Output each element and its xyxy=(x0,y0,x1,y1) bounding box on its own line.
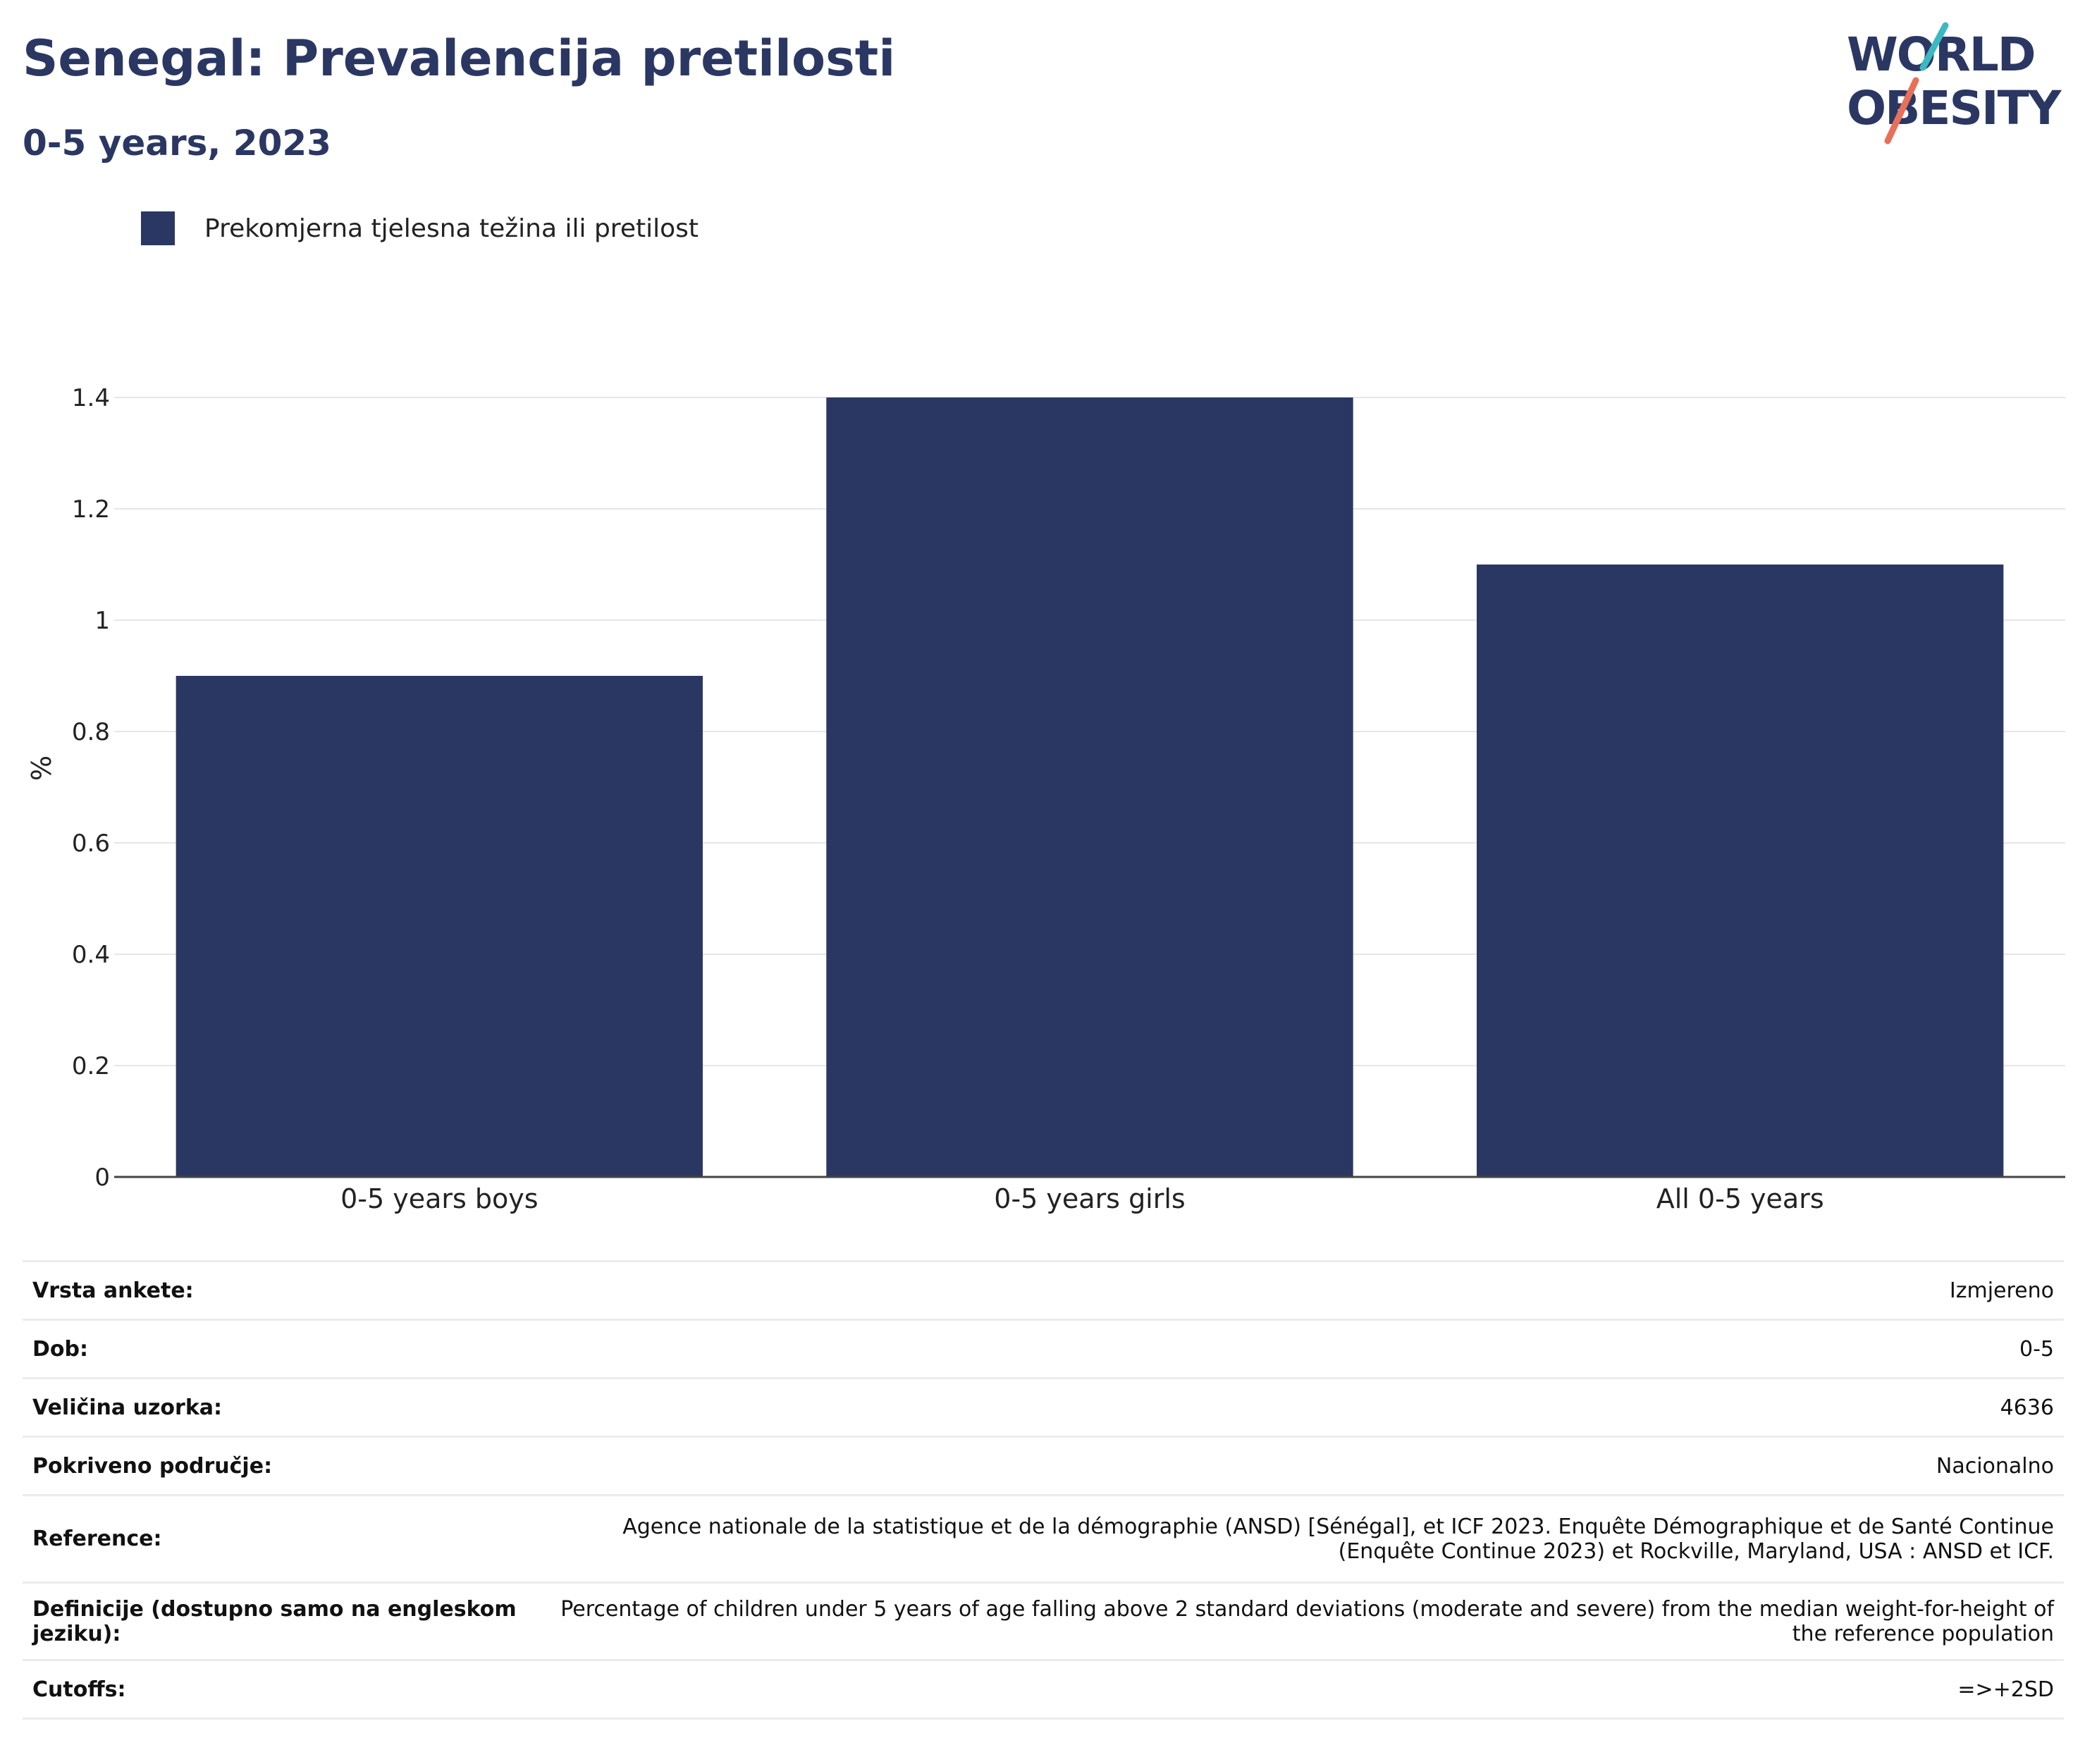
chart-subtitle: 0-5 years, 2023 xyxy=(23,123,331,164)
info-value: 4636 xyxy=(550,1377,2064,1437)
info-label: Reference: xyxy=(23,1494,550,1583)
logo-slash-coral xyxy=(1884,77,1919,144)
y-tick-label: 1.4 xyxy=(72,384,110,412)
info-value: Agence nationale de la statistique et de… xyxy=(550,1494,2064,1583)
x-category-label: All 0-5 years xyxy=(1656,1183,1824,1214)
y-tick-labels: 0 0.2 0.4 0.6 0.8 1 1.2 1.4 xyxy=(72,384,110,1192)
world-obesity-logo: WORLD OBESITY xyxy=(1847,22,2064,144)
survey-info-table: Vrsta ankete: Izmjereno Dob: 0-5 Veličina uz… xyxy=(23,1260,2064,1720)
y-axis-title: % xyxy=(26,755,57,781)
info-label: Dob: xyxy=(23,1319,550,1378)
info-row: Dob: 0-5 xyxy=(23,1319,2064,1378)
x-category-label: 0-5 years girls xyxy=(994,1183,1185,1214)
info-row: Cutoffs: =>+2SD xyxy=(23,1659,2064,1720)
bar[interactable] xyxy=(176,676,703,1177)
info-row: Reference: Agence nationale de la statist… xyxy=(23,1494,2064,1583)
y-tick-label: 0.2 xyxy=(72,1052,110,1080)
y-tick-label: 0.6 xyxy=(72,829,110,858)
info-label: Cutoffs: xyxy=(23,1659,550,1720)
bars xyxy=(176,397,2004,1177)
y-tick-label: 1.2 xyxy=(72,495,110,524)
y-tick-label: 1 xyxy=(94,607,110,635)
x-category-labels: 0-5 years boys 0-5 years girls All 0-5 yea… xyxy=(340,1183,1824,1214)
info-label: Veličina uzorka: xyxy=(23,1377,550,1437)
info-row: Definicije (dostupno samo na engleskom j… xyxy=(23,1581,2064,1660)
logo-text-obesity: OBESITY xyxy=(1847,81,2062,135)
info-label: Pokriveno područje: xyxy=(23,1436,550,1495)
info-row: Vrsta ankete: Izmjereno xyxy=(23,1260,2064,1320)
info-value: Izmjereno xyxy=(550,1260,2064,1320)
logo-slash-teal xyxy=(1919,22,1949,71)
bar[interactable] xyxy=(1476,565,2004,1177)
x-category-label: 0-5 years boys xyxy=(340,1183,538,1214)
bar[interactable] xyxy=(826,397,1353,1177)
info-label: Vrsta ankete: xyxy=(23,1260,550,1320)
info-row: Veličina uzorka: 4636 xyxy=(23,1377,2064,1437)
info-row: Pokriveno područje: Nacionalno xyxy=(23,1436,2064,1495)
chart-legend[interactable]: Prekomjerna tjelesna težina ili pretilos… xyxy=(141,209,699,248)
y-tick-label: 0 xyxy=(94,1164,110,1192)
chart-title: Senegal: Prevalencija pretilosti xyxy=(23,30,896,87)
legend-swatch xyxy=(141,211,175,245)
y-tick-label: 0.4 xyxy=(72,941,110,969)
info-value: Nacionalno xyxy=(550,1436,2064,1495)
legend-label: Prekomjerna tjelesna težina ili pretilos… xyxy=(204,214,699,243)
y-tick-label: 0.8 xyxy=(72,718,110,746)
info-label: Definicije (dostupno samo na engleskom j… xyxy=(23,1581,550,1660)
info-value: 0-5 xyxy=(550,1319,2064,1378)
info-value: =>+2SD xyxy=(550,1659,2064,1720)
info-value: Percentage of children under 5 years of … xyxy=(550,1581,2064,1660)
bar-chart: 00.20.40.60.811.21.4 0-5 years boys 0-5 y… xyxy=(26,384,2065,1214)
